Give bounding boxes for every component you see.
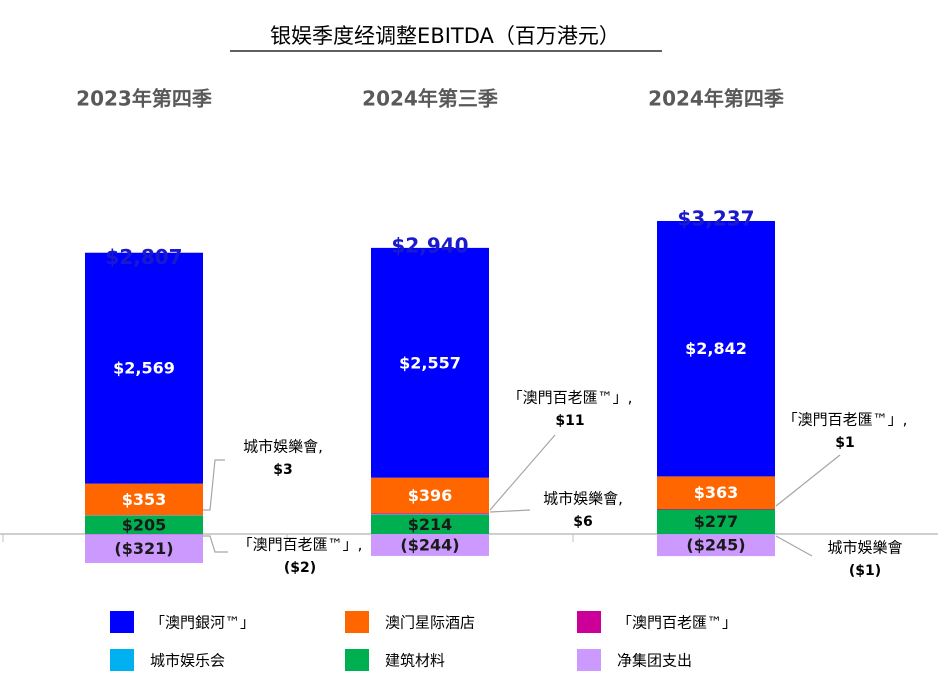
legend-label: 净集团支出 — [617, 652, 692, 670]
legend-label: 建筑材料 — [385, 652, 445, 670]
total-label: $2,940 — [391, 233, 468, 257]
value-label: $2,569 — [113, 359, 175, 378]
value-label: $3 — [273, 462, 292, 478]
legend-label: 澳门星际酒店 — [385, 614, 475, 632]
category-label: 2023年第四季 — [76, 87, 212, 111]
legend-swatch — [345, 611, 369, 633]
callout-line — [775, 535, 813, 557]
value-label: $1 — [835, 435, 854, 451]
bar-segment — [371, 514, 489, 515]
bar-segment — [371, 247, 489, 478]
value-label: ($2) — [284, 560, 316, 576]
callout-line — [203, 535, 228, 553]
value-label: $353 — [122, 490, 167, 509]
bar-segment — [85, 515, 203, 534]
callout-line — [489, 509, 531, 513]
legend-swatch — [345, 649, 369, 671]
callout-label: 城市娛樂會, — [243, 438, 323, 456]
value-label: $2,557 — [399, 353, 461, 372]
callout-label: 「澳門百老匯™」, — [783, 411, 908, 429]
value-label: $6 — [573, 514, 592, 530]
bar-segment — [657, 221, 775, 477]
value-label: $205 — [122, 515, 167, 534]
callout-label: 城市娛樂會 — [827, 539, 902, 557]
bar-segment — [657, 509, 775, 534]
callout-line — [775, 454, 841, 507]
callout-line — [203, 459, 225, 511]
bar-segment — [85, 515, 203, 516]
value-label: $214 — [408, 515, 453, 534]
value-label: $277 — [694, 512, 739, 531]
bar-segment — [85, 534, 203, 564]
value-label: ($244) — [400, 535, 459, 554]
bar-segment — [85, 483, 203, 516]
bar-segment — [657, 476, 775, 510]
bar-segment — [85, 252, 203, 484]
legend-label: 「澳門百老匯™」 — [617, 614, 737, 632]
bar-segment — [371, 477, 489, 514]
chart-title: 银娱季度经调整EBITDA（百万港元） — [270, 24, 620, 48]
value-label: $11 — [555, 413, 584, 429]
value-label: ($1) — [849, 563, 881, 579]
value-label: $2,842 — [685, 339, 747, 358]
total-label: $2,807 — [105, 245, 182, 269]
value-label: $396 — [408, 486, 453, 505]
category-label: 2024年第四季 — [648, 87, 784, 111]
legend-swatch — [110, 649, 134, 671]
legend-swatch — [110, 611, 134, 633]
bar-segment — [371, 534, 489, 556]
callout-label: 「澳門百老匯™」, — [508, 389, 633, 407]
category-label: 2024年第三季 — [362, 87, 498, 111]
callout-label: 城市娛樂會, — [543, 490, 623, 508]
value-label: ($245) — [686, 536, 745, 555]
legend-label: 「澳門銀河™」 — [150, 614, 255, 632]
callout-label: 「澳門百老匯™」, — [238, 536, 363, 554]
legend-label: 城市娱乐会 — [150, 652, 225, 670]
bar-segment — [657, 509, 775, 510]
bar-segment — [657, 534, 775, 557]
value-label: ($321) — [114, 539, 173, 558]
total-label: $3,237 — [677, 207, 754, 231]
bar-segment — [371, 514, 489, 534]
value-label: $363 — [694, 483, 739, 502]
callout-line — [489, 434, 556, 511]
bar-segment — [371, 513, 489, 515]
legend-swatch — [577, 649, 601, 671]
legend-swatch — [577, 611, 601, 633]
